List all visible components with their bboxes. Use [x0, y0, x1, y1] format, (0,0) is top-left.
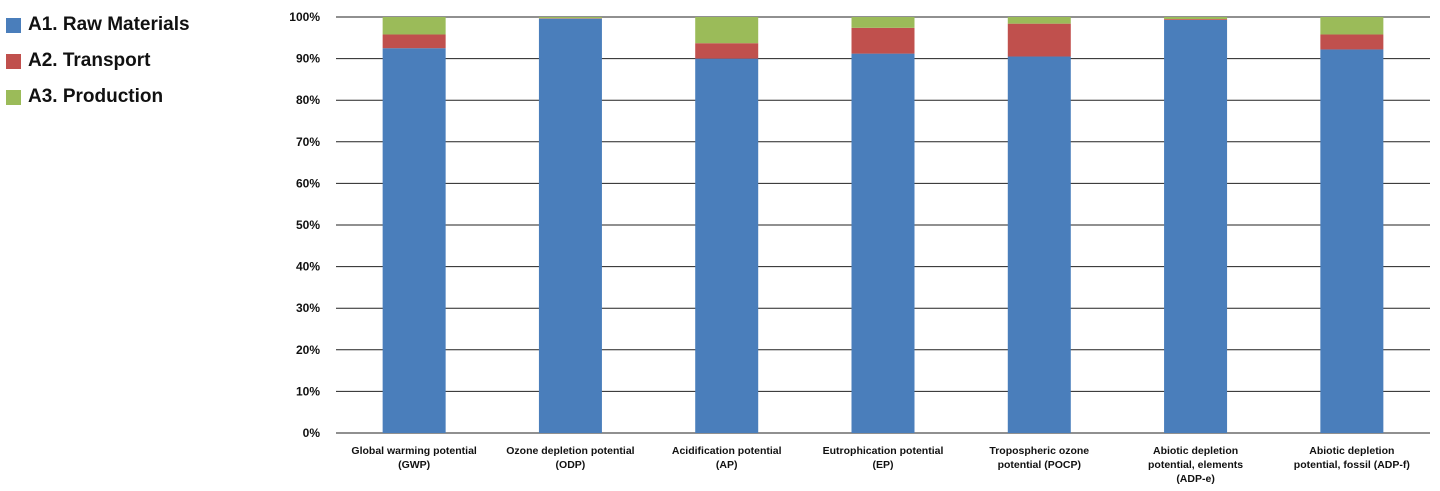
legend-label-production: A3. Production	[28, 86, 164, 107]
x-tick-label: (EP)	[873, 459, 894, 471]
bar-segment-a1-raw-materials	[538, 18, 602, 433]
y-tick-label: 20%	[296, 343, 320, 357]
bar-segment-a3-production	[382, 17, 446, 35]
y-tick-label: 100%	[289, 10, 320, 24]
bar-segment-a2-transport	[1320, 34, 1384, 50]
bar-segment-a2-transport	[695, 43, 759, 59]
bar-segment-a1-raw-materials	[695, 58, 759, 433]
chart-legend: A1. Raw Materials A2. Transport A3. Prod…	[6, 10, 190, 118]
x-tick-label: Eutrophication potential	[823, 445, 944, 457]
x-tick-label: Tropospheric ozone	[989, 445, 1089, 457]
y-tick-label: 40%	[296, 260, 320, 274]
bar-segment-a3-production	[1007, 17, 1071, 24]
bar-segment-a2-transport	[382, 34, 446, 49]
bar-segment-a3-production	[1164, 17, 1228, 20]
y-tick-label: 90%	[296, 52, 320, 66]
y-tick-label: 30%	[296, 301, 320, 315]
bar-segment-a3-production	[695, 17, 759, 44]
bar-segment-a1-raw-materials	[382, 48, 446, 433]
x-tick-label: (ADP-e)	[1176, 473, 1215, 485]
bar-segment-a1-raw-materials	[851, 53, 915, 433]
legend-item-production: A3. Production	[6, 82, 190, 112]
bar-segment-a1-raw-materials	[1164, 19, 1228, 434]
bar-segment-a3-production	[851, 17, 915, 28]
x-tick-label: (AP)	[716, 459, 738, 471]
x-tick-label: (ODP)	[556, 459, 586, 471]
legend-swatch-transport	[6, 53, 21, 69]
bar-segment-a2-transport	[1164, 19, 1228, 20]
legend-label-raw-materials: A1. Raw Materials	[28, 14, 190, 35]
x-tick-label: potential, elements	[1148, 459, 1243, 471]
legend-swatch-raw-materials	[6, 17, 21, 33]
x-tick-label: potential, fossil (ADP-f)	[1294, 459, 1410, 471]
x-tick-label: potential (POCP)	[998, 459, 1081, 471]
bar-segment-a2-transport	[851, 27, 915, 54]
legend-item-raw-materials: A1. Raw Materials	[6, 10, 190, 40]
x-tick-label: Global warming potential	[351, 445, 477, 457]
bar-segment-a3-production	[538, 17, 602, 19]
y-tick-label: 60%	[296, 176, 320, 190]
bar-segment-a1-raw-materials	[1007, 56, 1071, 434]
bar-segment-a1-raw-materials	[1320, 49, 1384, 433]
legend-item-transport: A2. Transport	[6, 46, 190, 76]
y-tick-label: 70%	[296, 135, 320, 149]
y-tick-label: 0%	[303, 426, 321, 440]
x-tick-label: Acidification potential	[672, 445, 782, 457]
x-tick-label: Abiotic depletion	[1309, 445, 1394, 457]
y-tick-label: 10%	[296, 384, 320, 398]
y-tick-label: 80%	[296, 93, 320, 107]
x-tick-label: Abiotic depletion	[1153, 445, 1238, 457]
y-tick-label: 50%	[296, 218, 320, 232]
legend-swatch-production	[6, 89, 21, 105]
x-tick-label: Ozone depletion potential	[506, 445, 634, 457]
x-tick-label: (GWP)	[398, 459, 430, 471]
bar-segment-a2-transport	[1007, 23, 1071, 57]
legend-label-transport: A2. Transport	[28, 50, 151, 71]
bar-segment-a3-production	[1320, 17, 1384, 35]
